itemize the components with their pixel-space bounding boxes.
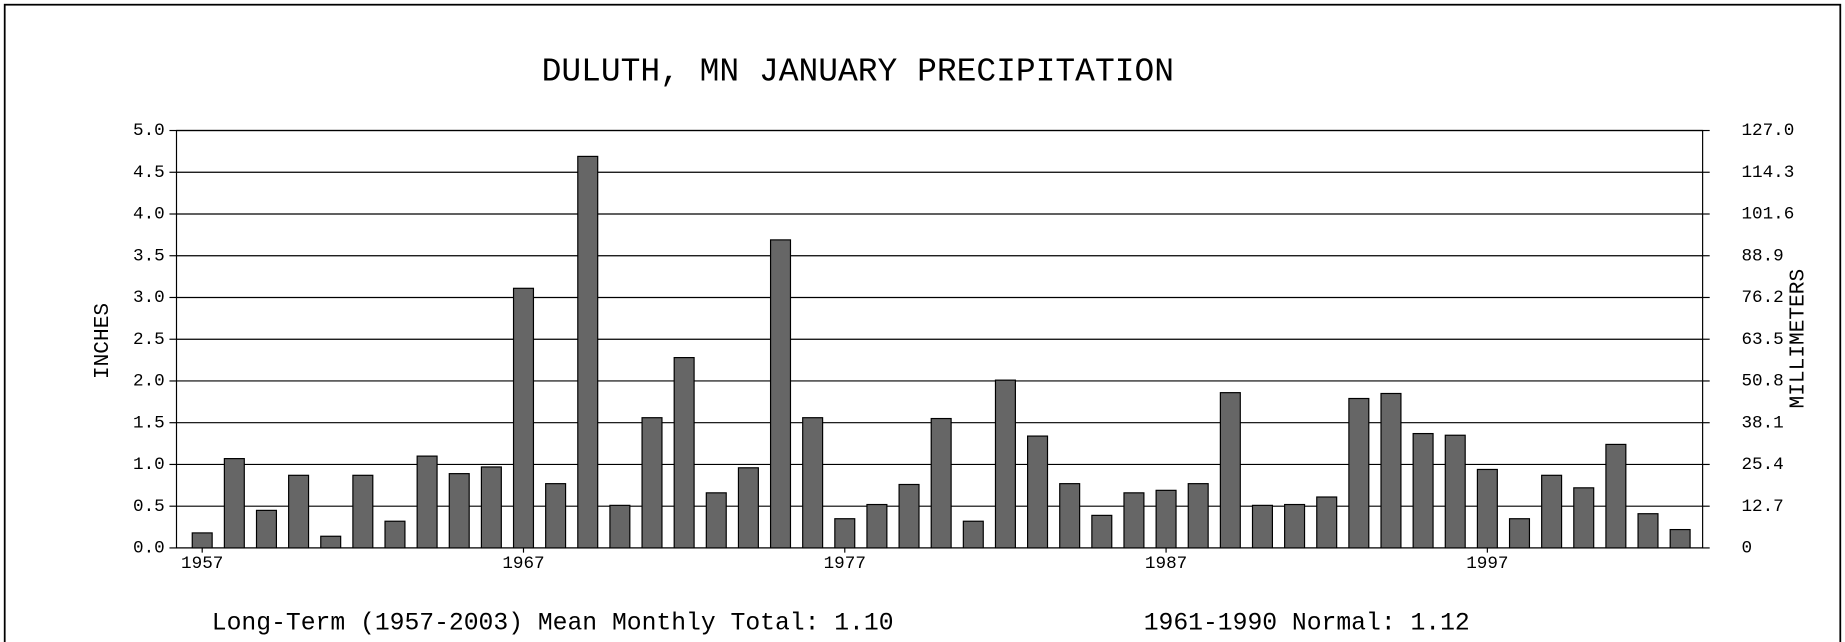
bar — [802, 417, 824, 549]
y2-tick-label: 0 — [1741, 539, 1752, 559]
bar — [545, 483, 567, 549]
annotation: 1961-1990 Normal: 1.12 — [1144, 610, 1470, 638]
bar — [320, 535, 342, 549]
bar — [1316, 496, 1338, 549]
bar — [255, 509, 278, 549]
y-tick-label: 0.0 — [133, 539, 165, 559]
bar — [609, 504, 631, 549]
frame — [3, 3, 1842, 642]
bar — [1187, 483, 1209, 549]
bar — [1541, 474, 1563, 549]
bar — [577, 155, 599, 549]
x-tick-label: 1997 — [1466, 554, 1508, 574]
y-tick-label: 5.0 — [133, 121, 165, 141]
chart-title: DULUTH, MN JANUARY PRECIPITATION — [542, 53, 1174, 90]
x-tick-label: 1987 — [1145, 554, 1187, 574]
y2-tick-label: 101.6 — [1741, 205, 1794, 225]
bar — [705, 492, 727, 549]
bar — [1284, 503, 1306, 549]
bar — [1412, 432, 1434, 549]
bar — [448, 473, 470, 549]
bar — [1637, 513, 1659, 549]
bar — [223, 458, 245, 549]
x-tick-label: 1977 — [824, 554, 866, 574]
y-tick-label: 4.5 — [133, 163, 165, 183]
bar — [962, 520, 984, 549]
y2-tick-label: 63.5 — [1741, 330, 1783, 350]
bar — [1027, 435, 1049, 549]
y2-axis-label: MILLIMETERS — [1787, 269, 1811, 409]
bar — [1573, 487, 1595, 549]
y2-tick-label: 50.8 — [1741, 372, 1783, 392]
bar — [1508, 518, 1531, 549]
y2-tick-label: 76.2 — [1741, 288, 1783, 308]
y-tick-label: 4.0 — [133, 205, 165, 225]
y-tick-label: 1.0 — [133, 455, 165, 475]
bar — [352, 474, 374, 549]
bar — [834, 518, 856, 549]
bar — [1091, 514, 1113, 549]
bar — [994, 379, 1016, 549]
bar — [1348, 397, 1370, 549]
x-tick-label: 1957 — [181, 554, 223, 574]
bar — [1476, 468, 1498, 549]
y-tick-label: 2.0 — [133, 372, 165, 392]
bar — [1605, 443, 1627, 549]
y2-tick-label: 114.3 — [1741, 163, 1794, 183]
bar — [288, 474, 310, 549]
bar — [480, 466, 502, 549]
y2-tick-label: 88.9 — [1741, 246, 1783, 266]
bar — [512, 287, 535, 549]
y-tick-label: 3.5 — [133, 246, 165, 266]
y2-tick-label: 25.4 — [1741, 455, 1783, 475]
bar — [769, 239, 792, 549]
bar — [384, 520, 406, 549]
y2-tick-label: 38.1 — [1741, 413, 1783, 433]
bar — [1251, 504, 1274, 549]
bar — [866, 503, 888, 549]
y2-tick-label: 12.7 — [1741, 497, 1783, 517]
bar — [930, 417, 952, 549]
bar — [1380, 392, 1402, 549]
bar — [1059, 483, 1081, 549]
bar — [673, 357, 695, 549]
annotation: Long-Term (1957-2003) Mean Monthly Total… — [212, 610, 894, 638]
bar — [641, 417, 663, 549]
bar — [1669, 528, 1691, 549]
y2-tick-label: 127.0 — [1741, 121, 1794, 141]
bar — [1444, 434, 1466, 549]
bar — [416, 455, 438, 549]
bar — [737, 467, 759, 549]
y-tick-label: 0.5 — [133, 497, 165, 517]
bar — [1123, 492, 1145, 549]
bar — [1219, 392, 1241, 549]
bar — [191, 532, 213, 549]
bar — [1155, 489, 1177, 549]
y-tick-label: 1.5 — [133, 413, 165, 433]
x-tick-label: 1967 — [502, 554, 544, 574]
y-tick-label: 3.0 — [133, 288, 165, 308]
y-axis-label: INCHES — [91, 303, 115, 379]
bar — [898, 483, 920, 549]
y-tick-label: 2.5 — [133, 330, 165, 350]
